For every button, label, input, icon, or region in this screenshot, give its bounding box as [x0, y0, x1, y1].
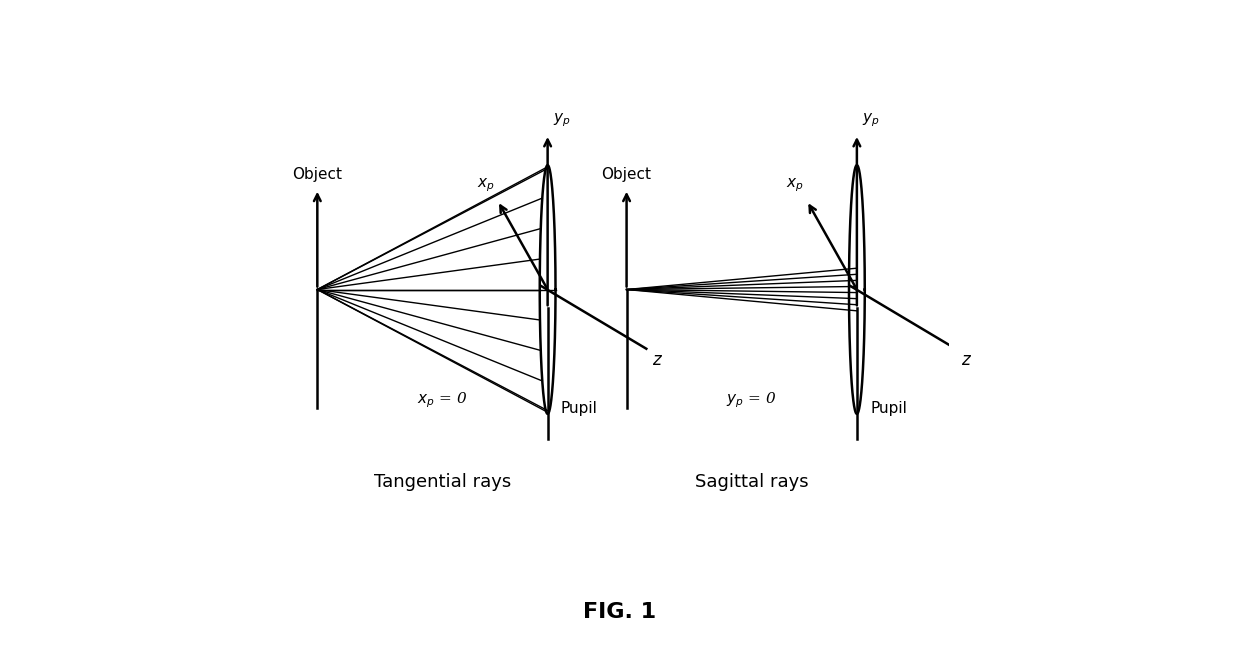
Text: FIG. 1: FIG. 1 [584, 602, 656, 622]
Text: $z$: $z$ [651, 352, 662, 369]
Text: $x_p$: $x_p$ [786, 176, 804, 194]
Text: $y_p$ = 0: $y_p$ = 0 [727, 390, 776, 410]
Text: $z$: $z$ [961, 352, 972, 369]
Text: Tangential rays: Tangential rays [373, 473, 511, 491]
Text: Sagittal rays: Sagittal rays [694, 473, 808, 491]
Text: Pupil: Pupil [560, 401, 598, 417]
Text: $y_p$: $y_p$ [553, 111, 570, 129]
Text: Pupil: Pupil [870, 401, 906, 417]
Text: $x_p$ = 0: $x_p$ = 0 [417, 390, 467, 410]
Text: $y_p$: $y_p$ [862, 111, 880, 129]
Text: Object: Object [601, 167, 651, 182]
Text: $x_p$: $x_p$ [476, 176, 495, 194]
Text: Object: Object [293, 167, 342, 182]
